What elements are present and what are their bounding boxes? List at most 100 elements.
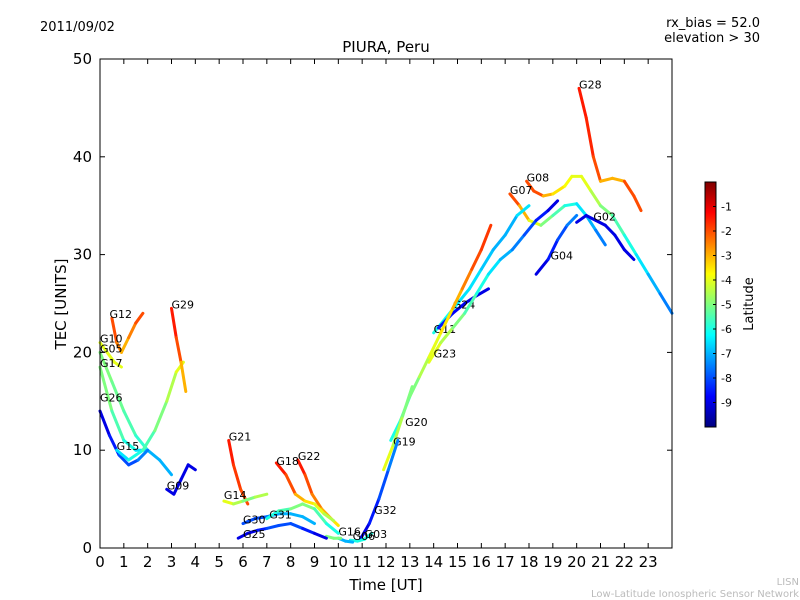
series-G31: G31 xyxy=(265,502,340,535)
series-segment xyxy=(584,213,598,222)
x-tick-label: 6 xyxy=(238,553,248,571)
series-segment xyxy=(551,184,567,196)
x-tick-label: 9 xyxy=(310,553,320,571)
series-label: G32 xyxy=(374,504,397,517)
series-segment xyxy=(186,463,197,472)
series-segment xyxy=(265,524,281,530)
series-segment xyxy=(610,176,626,183)
series-segment xyxy=(508,192,521,208)
series-label: G20 xyxy=(405,416,428,429)
series-G29: G29 xyxy=(170,298,195,394)
series-segment xyxy=(241,517,257,526)
series-label: G28 xyxy=(579,78,602,91)
x-tick-label: 17 xyxy=(496,553,515,571)
series-segment xyxy=(417,355,431,379)
y-tick-label: 10 xyxy=(73,441,92,459)
series-segment xyxy=(158,458,173,477)
series-segment xyxy=(222,499,235,506)
series-label: G30 xyxy=(243,514,266,527)
x-tick-label: 23 xyxy=(639,553,658,571)
series-segment xyxy=(603,223,617,237)
series-segment xyxy=(386,438,400,472)
series-label: G18 xyxy=(276,455,299,468)
x-tick-label: 15 xyxy=(448,553,467,571)
series-segment xyxy=(510,233,526,252)
series-segment xyxy=(301,526,316,535)
series-segment xyxy=(117,453,131,467)
series-segment xyxy=(119,336,131,354)
series-segment xyxy=(591,155,602,183)
series-segment xyxy=(658,292,674,315)
series-label: G12 xyxy=(110,308,133,321)
series-segment xyxy=(451,302,467,315)
series-segment xyxy=(427,331,443,359)
series-segment xyxy=(231,463,243,491)
series-segment xyxy=(98,365,114,413)
series-label: G31 xyxy=(269,509,292,522)
footer-network: Low-Latitude Ionospheric Sensor Network xyxy=(591,589,799,600)
series-G14: G14 xyxy=(222,489,269,506)
series-segment xyxy=(246,528,259,535)
series-segment xyxy=(255,526,269,532)
series-segment xyxy=(599,176,614,183)
series-segment xyxy=(610,213,626,237)
series-segment xyxy=(172,478,183,496)
series-G04: G04 xyxy=(534,213,579,276)
series-segment xyxy=(98,341,109,354)
series-label: G29 xyxy=(172,298,195,311)
x-tick-label: 13 xyxy=(400,553,419,571)
series-label: G14 xyxy=(224,489,247,502)
x-tick-label: 14 xyxy=(424,553,443,571)
series-segment xyxy=(551,204,567,217)
series-segment xyxy=(146,448,162,462)
series-segment xyxy=(575,213,588,224)
x-tick-label: 21 xyxy=(591,553,610,571)
date-label: 2011/09/02 xyxy=(40,20,115,35)
x-tick-label: 5 xyxy=(214,553,224,571)
series-segment xyxy=(322,512,336,523)
y-tick-label: 50 xyxy=(73,50,92,68)
series-segment xyxy=(303,473,314,496)
series-segment xyxy=(227,438,235,467)
y-tick-label: 30 xyxy=(73,246,92,264)
series-segment xyxy=(122,438,138,452)
series-segment xyxy=(284,473,297,496)
series-segment xyxy=(456,287,471,305)
series-segment xyxy=(563,174,574,188)
series-G03: G03 xyxy=(348,528,387,543)
series-segment xyxy=(377,468,390,501)
series-segment xyxy=(539,213,555,227)
series-label: G22 xyxy=(298,450,321,463)
series-segment xyxy=(451,287,464,310)
series-G26: G26 xyxy=(98,391,150,467)
series-segment xyxy=(110,316,119,345)
series-segment xyxy=(274,461,288,477)
x-tick-label: 4 xyxy=(191,553,201,571)
series-segment xyxy=(427,341,443,364)
series-segment xyxy=(525,179,536,193)
plot-marks: G28G08G07G02G04G11G24G23G20G19G32G03G06G… xyxy=(98,78,674,544)
x-tick-label: 8 xyxy=(286,553,296,571)
x-tick-label: 19 xyxy=(543,553,562,571)
y-axis-label: TEC [UNITS] xyxy=(52,259,70,351)
series-segment xyxy=(310,492,324,511)
series-label: G21 xyxy=(229,430,252,443)
series-segment xyxy=(634,253,650,276)
series-segment xyxy=(546,199,560,213)
series-segment xyxy=(613,233,626,252)
series-segment xyxy=(475,272,490,296)
series-G15: G15 xyxy=(115,360,185,462)
series-segment xyxy=(313,531,328,540)
series-segment xyxy=(599,204,614,217)
series-label: G25 xyxy=(243,528,266,541)
series-label: G07 xyxy=(510,184,533,197)
series-segment xyxy=(127,448,145,462)
series-segment xyxy=(367,497,381,526)
x-tick-label: 7 xyxy=(262,553,272,571)
series-segment xyxy=(363,531,374,541)
series-segment xyxy=(277,522,293,528)
series-segment xyxy=(179,463,190,482)
series-label: G02 xyxy=(593,210,616,223)
series-G08: G08 xyxy=(525,171,674,315)
series-segment xyxy=(253,492,269,499)
